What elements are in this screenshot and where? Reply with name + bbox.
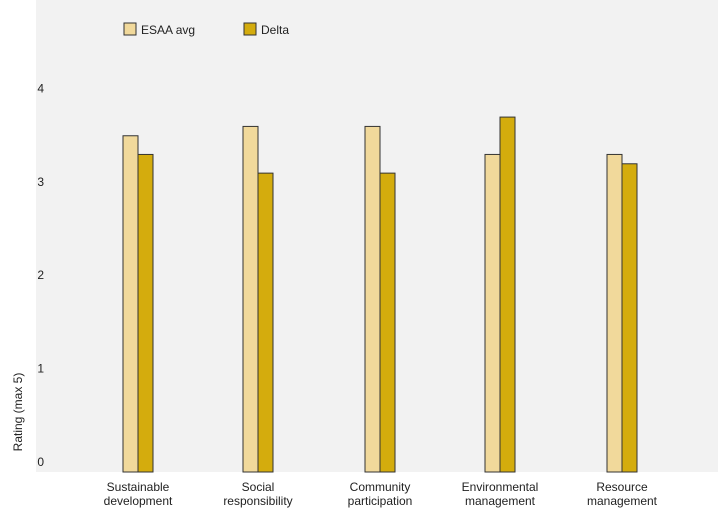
x-category-label: Environmental [462,480,539,494]
legend-swatch [123,22,137,36]
bar-delta [499,116,516,473]
x-category-label: participation [348,494,413,508]
bar-delta [257,172,274,473]
y-tick-label: 1 [37,362,44,376]
y-tick-label: 3 [37,175,44,189]
y-tick-label: 2 [37,268,44,282]
x-category-label: Community [350,480,411,494]
x-category-label: development [104,494,173,508]
bar-esaa-avg [242,125,259,473]
legend-label: Delta [261,23,289,37]
x-category-label: management [587,494,658,508]
bar-delta [379,172,396,473]
y-axis-ticks: 0 1 2 3 4 [37,81,44,469]
bar-delta [137,153,154,473]
x-category-label: management [465,494,536,508]
x-category-label: Social [242,480,275,494]
y-tick-label: 4 [37,81,44,95]
legend-swatch [243,22,257,36]
bar-delta [621,163,638,473]
x-category-label: Sustainable [107,480,170,494]
bars [122,116,638,473]
bar-esaa-avg [122,135,139,473]
y-tick-label: 0 [37,455,44,469]
x-category-label: responsibility [223,494,292,508]
bar-esaa-avg [606,153,623,473]
bar-esaa-avg [364,125,381,473]
y-axis-title: Rating (max 5) [11,373,25,452]
legend: ESAA avg Delta [123,22,289,37]
bar-esaa-avg [484,153,501,473]
x-category-label: Resource [596,480,648,494]
legend-label: ESAA avg [141,23,195,37]
